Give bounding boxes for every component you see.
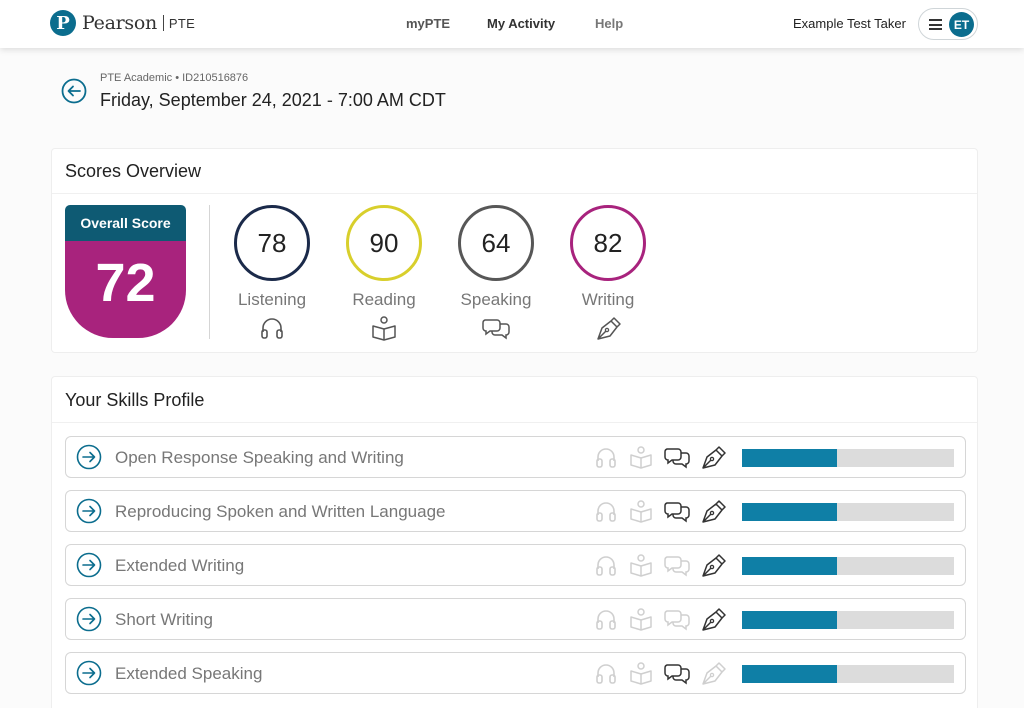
headphones-icon (261, 318, 283, 339)
skills-profile-card: Your Skills Profile Open Response Speaki… (51, 376, 978, 708)
skill-profile-row[interactable]: Extended Writing (65, 544, 966, 586)
pearson-pte-logo[interactable]: P Pearson PTE (50, 10, 195, 36)
skill-progress-fill (742, 557, 838, 575)
book-icon (630, 662, 652, 685)
logo-divider (162, 15, 164, 31)
overall-score-value: 72 (65, 241, 186, 338)
skill-speaking: 64 Speaking (436, 205, 556, 341)
skill-profile-label: Extended Writing (115, 556, 245, 575)
nav-help[interactable]: Help (595, 16, 624, 31)
pen-icon (597, 317, 621, 340)
skill-profile-label: Reproducing Spoken and Written Language (115, 502, 446, 521)
skill-progress-fill (742, 665, 838, 683)
skill-writing: 82 Writing (548, 205, 668, 341)
book-icon (630, 446, 652, 469)
speech-bubbles-icon (664, 556, 690, 577)
hamburger-menu-icon (929, 19, 942, 30)
book-icon (372, 316, 396, 341)
headphones-icon (596, 610, 616, 630)
pearson-logo-icon: P (50, 10, 76, 36)
card-divider (52, 422, 977, 423)
skill-progress-fill (742, 449, 838, 467)
skill-progress-bar (742, 449, 954, 467)
expand-arrow-icon[interactable] (76, 444, 102, 470)
skill-progress-bar (742, 503, 954, 521)
headphones-icon (596, 502, 616, 522)
speech-bubbles-icon (664, 502, 690, 523)
test-date: Friday, September 24, 2021 (100, 90, 322, 110)
skill-progress-bar (742, 611, 954, 629)
speech-bubbles-icon (664, 448, 690, 469)
skill-profile-label: Short Writing (115, 610, 213, 629)
date-time-separator: - (326, 90, 333, 110)
skill-profile-row[interactable]: Extended Speaking (65, 652, 966, 694)
overall-score-badge: Overall Score 72 (65, 205, 186, 338)
book-icon (630, 500, 652, 523)
expand-arrow-icon[interactable] (76, 498, 102, 524)
skill-progress-fill (742, 611, 838, 629)
expand-arrow-icon[interactable] (76, 606, 102, 632)
top-navigation-bar: P Pearson PTE myPTE My Activity Help Exa… (0, 0, 1024, 48)
skill-reading: 90 Reading (324, 205, 444, 341)
overall-score-label: Overall Score (65, 205, 186, 241)
expand-arrow-icon[interactable] (76, 552, 102, 578)
card-divider (52, 193, 977, 194)
speech-bubbles-icon (664, 610, 690, 631)
skill-progress-bar (742, 665, 954, 683)
book-icon (630, 608, 652, 631)
user-name: Example Test Taker (793, 16, 906, 31)
speech-bubbles-icon (482, 319, 510, 340)
speaking-score-ring: 64 (458, 205, 534, 281)
user-menu-button[interactable]: ET (918, 8, 978, 40)
listening-score-ring: 78 (234, 205, 310, 281)
headphones-icon (596, 664, 616, 684)
skill-progress-bar (742, 557, 954, 575)
skill-profile-row[interactable]: Open Response Speaking and Writing (65, 436, 966, 478)
nav-my-activity[interactable]: My Activity (487, 16, 556, 31)
skill-profile-label: Open Response Speaking and Writing (115, 448, 404, 467)
skills-profile-title: Your Skills Profile (65, 390, 205, 410)
test-time: 7:00 AM CDT (337, 90, 446, 110)
pen-icon (702, 500, 726, 523)
skill-profile-row[interactable]: Short Writing (65, 598, 966, 640)
reading-label: Reading (352, 290, 416, 309)
pen-icon (702, 662, 726, 685)
writing-score-ring: 82 (570, 205, 646, 281)
reading-score-ring: 90 (346, 205, 422, 281)
headphones-icon (596, 448, 616, 468)
expand-arrow-icon[interactable] (76, 660, 102, 686)
scores-overview-title: Scores Overview (65, 161, 202, 181)
skill-profile-label: Extended Speaking (115, 664, 263, 683)
writing-label: Writing (581, 290, 635, 309)
overview-divider (209, 205, 210, 339)
skill-listening: 78 Listening (212, 205, 332, 341)
pen-icon (702, 608, 726, 631)
back-arrow-icon[interactable] (61, 78, 87, 104)
nav-mypte[interactable]: myPTE (406, 16, 451, 31)
skill-progress-fill (742, 503, 838, 521)
speaking-label: Speaking (460, 290, 532, 309)
product-name: PTE (168, 15, 196, 31)
skill-profile-row[interactable]: Reproducing Spoken and Written Language (65, 490, 966, 532)
headphones-icon (596, 556, 616, 576)
scores-overview-card: Scores Overview Overall Score 72 78 List… (51, 148, 978, 353)
pen-icon (702, 554, 726, 577)
book-icon (630, 554, 652, 577)
listening-label: Listening (237, 290, 307, 309)
test-date-heading: Friday, September 24, 2021 - 7:00 AM CDT (100, 90, 446, 111)
brand-name: Pearson (82, 12, 157, 34)
pen-icon (702, 446, 726, 469)
speech-bubbles-icon (664, 664, 690, 685)
test-breadcrumb: PTE Academic • ID210516876 (100, 72, 249, 84)
avatar: ET (949, 12, 974, 37)
